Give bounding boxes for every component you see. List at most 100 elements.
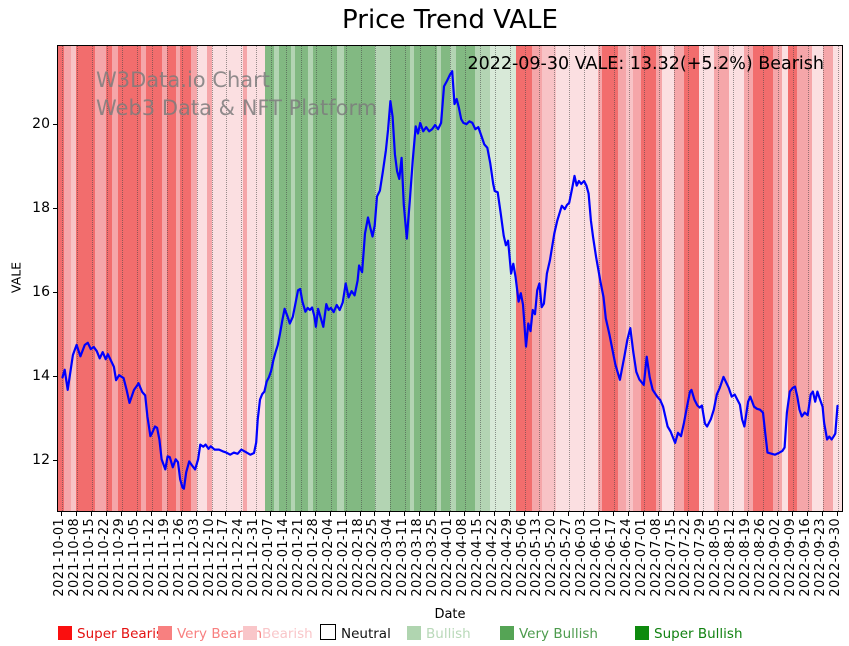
sentiment-band [278,46,291,511]
sentiment-band [162,46,167,511]
x-tick-label: 2022-07-29 [693,518,709,597]
x-axis-title: Date [434,607,466,622]
x-tick-mark [91,512,93,516]
sentiment-band [450,46,456,511]
x-gridline [435,46,437,511]
x-tick-mark [121,512,123,516]
legend-label: Super Bearish [77,626,172,642]
sentiment-band [375,46,391,511]
x-gridline [405,46,407,511]
x-gridline [792,46,794,511]
x-gridline [315,46,317,511]
x-gridline [807,46,809,511]
x-tick-label: 2022-07-15 [663,518,679,597]
x-gridline [256,46,258,511]
x-gridline [524,46,526,511]
x-tick-mark [657,512,659,516]
x-tick-mark [434,512,436,516]
x-tick-mark [747,512,749,516]
x-tick-label: 2022-07-22 [678,518,694,597]
x-tick-mark [627,512,629,516]
x-tick-mark [463,512,465,516]
x-tick-mark [255,512,257,516]
x-tick-label: 2022-01-21 [290,518,306,597]
x-tick-mark [583,512,585,516]
x-gridline [584,46,586,511]
sentiment-band [180,46,191,511]
y-tick-label: 14 [32,368,50,385]
y-tick-mark [53,292,57,294]
sentiment-band [531,46,543,511]
y-tick-label: 12 [32,452,50,469]
legend-swatch [58,626,72,640]
x-gridline [554,46,556,511]
x-tick-label: 2022-05-20 [544,518,560,597]
x-tick-label: 2022-02-11 [335,518,351,597]
sentiment-band [673,46,684,511]
sentiment-band [436,46,442,511]
x-gridline [122,46,124,511]
x-gridline [718,46,720,511]
x-tick-label: 2022-04-01 [440,518,455,597]
sentiment-band [141,46,146,511]
sentiment-band [166,46,176,511]
x-gridline [286,46,288,511]
x-gridline [181,46,183,511]
x-tick-label: 2021-12-03 [186,518,202,597]
sentiment-band [822,46,834,511]
sentiment-band [788,46,798,511]
legend-swatch [243,626,257,640]
legend-item-neutral: Neutral [320,623,391,642]
x-tick-label: 2022-03-18 [410,518,426,597]
sentiment-band [633,46,641,511]
x-tick-mark [270,512,272,516]
y-tick-label: 20 [32,116,50,133]
plot-area: W3Data.io Chart Web3 Data & NFT Platform… [57,45,843,512]
sentiment-band [95,46,106,511]
x-tick-label: 2022-06-17 [603,518,619,597]
legend-label: Neutral [341,626,391,642]
x-gridline [703,46,705,511]
x-tick-label: 2022-08-12 [723,518,739,597]
sentiment-band [265,46,275,511]
sentiment-band [542,46,556,511]
x-tick-mark [508,512,510,516]
y-tick-label: 16 [32,284,50,301]
legend-label: Super Bullish [654,626,743,642]
x-gridline [494,46,496,511]
sentiment-band [490,46,516,511]
x-tick-label: 2021-11-12 [141,518,157,597]
x-tick-mark [359,512,361,516]
x-gridline [196,46,198,511]
x-tick-label: 2022-06-24 [618,518,634,597]
sentiment-band [698,46,714,511]
y-tick-mark [53,208,57,210]
legend-label: Very Bullish [519,626,598,642]
sentiment-band [441,46,450,511]
sentiment-band [312,46,337,511]
x-tick-mark [732,512,734,516]
x-tick-mark [642,512,644,516]
legend-swatch [407,626,421,640]
x-tick-mark [776,512,778,516]
y-tick-mark [53,124,57,126]
x-tick-mark [762,512,763,516]
sentiment-band [290,46,295,511]
legend-item-bullish: Bullish [407,623,471,642]
x-tick-mark [478,512,480,516]
x-tick-mark [314,512,316,516]
x-tick-label: 2021-11-05 [126,518,142,597]
x-tick-label: 2022-09-23 [812,518,828,597]
sentiment-band [752,46,774,511]
legend-label: Very Bearish [177,626,263,642]
legend-item-super-bullish: Super Bullish [635,623,743,642]
x-tick-mark [389,512,391,516]
x-tick-label: 2022-08-26 [753,518,768,597]
x-gridline [688,46,690,511]
sentiment-band [555,46,598,511]
x-tick-mark [821,512,823,516]
sentiment-band [308,46,313,511]
x-gridline [330,46,332,511]
y-tick-mark [53,460,57,462]
